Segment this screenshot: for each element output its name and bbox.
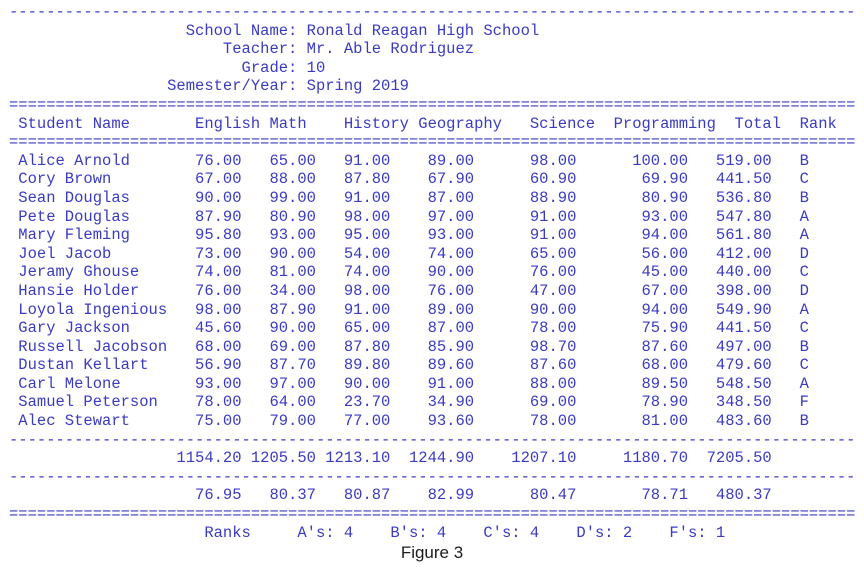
student-row: Russell Jacobson 68.00 69.00 87.80 85.90… [9, 337, 809, 356]
divider-double: ========================================… [9, 95, 856, 114]
title-line-0: School Name: Ronald Reagan High School [9, 21, 540, 40]
student-row: Mary Fleming 95.80 93.00 95.00 93.00 91.… [9, 226, 809, 245]
student-row: Joel Jacob 73.00 90.00 54.00 74.00 65.00… [9, 244, 809, 263]
divider-double: ========================================… [9, 133, 856, 152]
student-row: Carl Melone 93.00 97.00 90.00 91.00 88.0… [9, 374, 809, 393]
title-line-3: Semester/Year: Spring 2019 [9, 77, 409, 96]
grade-report: ----------------------------------------… [9, 3, 856, 542]
student-row: Alec Stewart 75.00 79.00 77.00 93.60 78.… [9, 412, 809, 431]
divider-dashed: ----------------------------------------… [9, 430, 856, 449]
divider-dashed: ----------------------------------------… [9, 467, 856, 486]
student-row: Jeramy Ghouse 74.00 81.00 74.00 90.00 76… [9, 263, 809, 282]
averages-row: 76.95 80.37 80.87 82.99 80.47 78.71 480.… [9, 486, 772, 505]
figure-caption: Figure 3 [400, 543, 464, 563]
title-line-1: Teacher: Mr. Able Rodriguez [9, 40, 475, 59]
student-row: Sean Douglas 90.00 99.00 91.00 87.00 88.… [9, 188, 809, 207]
student-row: Alice Arnold 76.00 65.00 91.00 89.00 98.… [9, 151, 809, 170]
ranks-summary-row: Ranks A's: 4 B's: 4 C's: 4 D's: 2 F's: 1 [9, 523, 726, 542]
student-row: Cory Brown 67.00 88.00 87.80 67.90 60.90… [9, 170, 809, 189]
divider-double: ========================================… [9, 505, 856, 524]
divider-dashed: ----------------------------------------… [9, 3, 856, 21]
student-row: Samuel Peterson 78.00 64.00 23.70 34.90 … [9, 393, 809, 412]
student-row: Dustan Kellart 56.90 87.70 89.80 89.60 8… [9, 356, 809, 375]
student-row: Hansie Holder 76.00 34.00 98.00 76.00 47… [9, 281, 809, 300]
student-row: Gary Jackson 45.60 90.00 65.00 87.00 78.… [9, 319, 809, 338]
title-line-2: Grade: 10 [9, 58, 326, 77]
column-header-row: Student Name English Math History Geogra… [9, 114, 837, 133]
student-row: Loyola Ingenious 98.00 87.90 91.00 89.00… [9, 300, 809, 319]
totals-row: 1154.20 1205.50 1213.10 1244.90 1207.10 … [9, 449, 772, 468]
student-row: Pete Douglas 87.90 80.90 98.00 97.00 91.… [9, 207, 809, 226]
